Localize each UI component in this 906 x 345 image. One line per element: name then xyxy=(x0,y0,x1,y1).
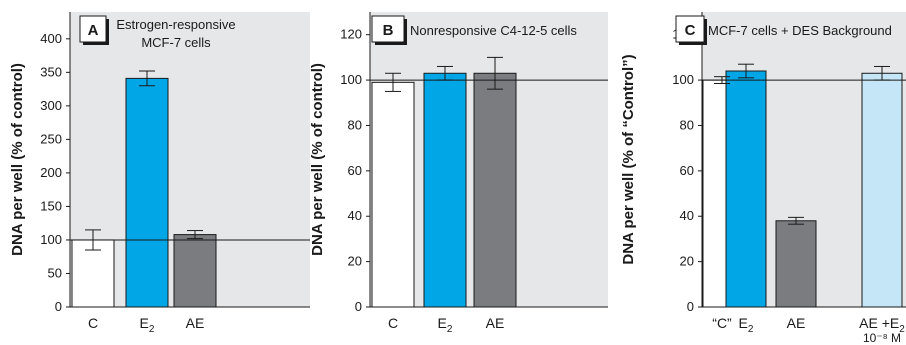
y-tick-label: 100 xyxy=(672,72,694,87)
y-tick-label: 80 xyxy=(680,117,694,132)
category-label-2: E2 xyxy=(140,315,155,335)
bar-1 xyxy=(71,239,115,308)
y-axis-label: DNA per well (% of “Control”) xyxy=(620,54,637,264)
error-bar-3 xyxy=(487,56,503,90)
category-label-3: AE xyxy=(486,315,505,331)
y-tick-label: 200 xyxy=(40,165,62,180)
bar-2 xyxy=(725,70,767,308)
y-tick-label: 0 xyxy=(55,299,62,314)
error-bar-2 xyxy=(139,70,155,87)
y-axis-label: DNA per well (% of control) xyxy=(309,63,326,256)
panel-badge xyxy=(79,15,107,43)
bar-3 xyxy=(775,220,817,308)
category-label-4-extra: 10⁻⁸ M xyxy=(863,331,901,345)
panel-badge xyxy=(371,15,405,43)
category-label-1: C xyxy=(388,315,398,331)
y-tick-label: 100 xyxy=(40,232,62,247)
chart-panel-b: 0 20 40 60 80 100 120 C E2 AE DNA per well (% of c… xyxy=(309,12,608,335)
panel-annotation: Nonresponsive C4-12-5 cells xyxy=(410,23,577,38)
category-label-2: E2 xyxy=(438,315,453,335)
error-bar-3 xyxy=(187,230,203,240)
category-label-1: C xyxy=(88,315,98,331)
bar-1 xyxy=(371,81,415,308)
y-tick-label: 0 xyxy=(355,299,362,314)
y-tick-label: 60 xyxy=(680,163,694,178)
y-tick-label: 60 xyxy=(348,163,362,178)
category-label-3: AE xyxy=(787,315,806,331)
category-label-2: E2 xyxy=(739,315,754,335)
panel-label: A xyxy=(88,22,99,39)
y-tick-label: 0 xyxy=(687,299,694,314)
y-tick-label: 400 xyxy=(40,31,62,46)
bar-2 xyxy=(125,77,169,308)
panel-annotation: MCF-7 cells + DES Background xyxy=(708,23,892,38)
error-bar-1 xyxy=(85,229,101,251)
error-bar-2 xyxy=(738,63,754,79)
panel-badge xyxy=(675,15,705,43)
category-label-1: “C” xyxy=(712,315,732,331)
error-bar-1 xyxy=(714,76,730,84)
y-tick-label: 40 xyxy=(348,208,362,223)
y-tick-label: 20 xyxy=(680,254,694,269)
bar-2 xyxy=(423,72,467,308)
y-tick-label: 40 xyxy=(680,208,694,223)
category-label-3: AE xyxy=(186,315,205,331)
y-axis-label: DNA per well (% of control) xyxy=(9,63,26,256)
chart-panel-a: 0 50 100 150 200 250 300 350 400 C E2 AE DNA per wel… xyxy=(9,12,310,335)
y-tick-label: 120 xyxy=(340,27,362,42)
bar-3 xyxy=(173,234,217,308)
y-tick-label: 20 xyxy=(348,254,362,269)
error-bar-3 xyxy=(788,216,804,225)
bar-3 xyxy=(473,72,517,308)
y-tick-label: 350 xyxy=(40,64,62,79)
panel-label: B xyxy=(383,22,394,39)
y-tick-label: 300 xyxy=(40,98,62,113)
category-label-4: AE +E2 xyxy=(859,315,905,335)
panel-annotation: Estrogen-responsive xyxy=(116,17,235,32)
error-bar-2 xyxy=(437,65,453,81)
y-tick-label: 100 xyxy=(340,72,362,87)
y-tick-label: 250 xyxy=(40,131,62,146)
panel-label: C xyxy=(685,22,696,39)
panel-annotation: MCF-7 cells xyxy=(141,35,211,50)
y-tick-label: 80 xyxy=(348,117,362,132)
bar-4 xyxy=(861,72,903,308)
error-bar-1 xyxy=(385,72,401,92)
y-tick-label: 50 xyxy=(48,265,62,280)
error-bar-4 xyxy=(874,65,890,81)
y-tick-label: 150 xyxy=(40,198,62,213)
